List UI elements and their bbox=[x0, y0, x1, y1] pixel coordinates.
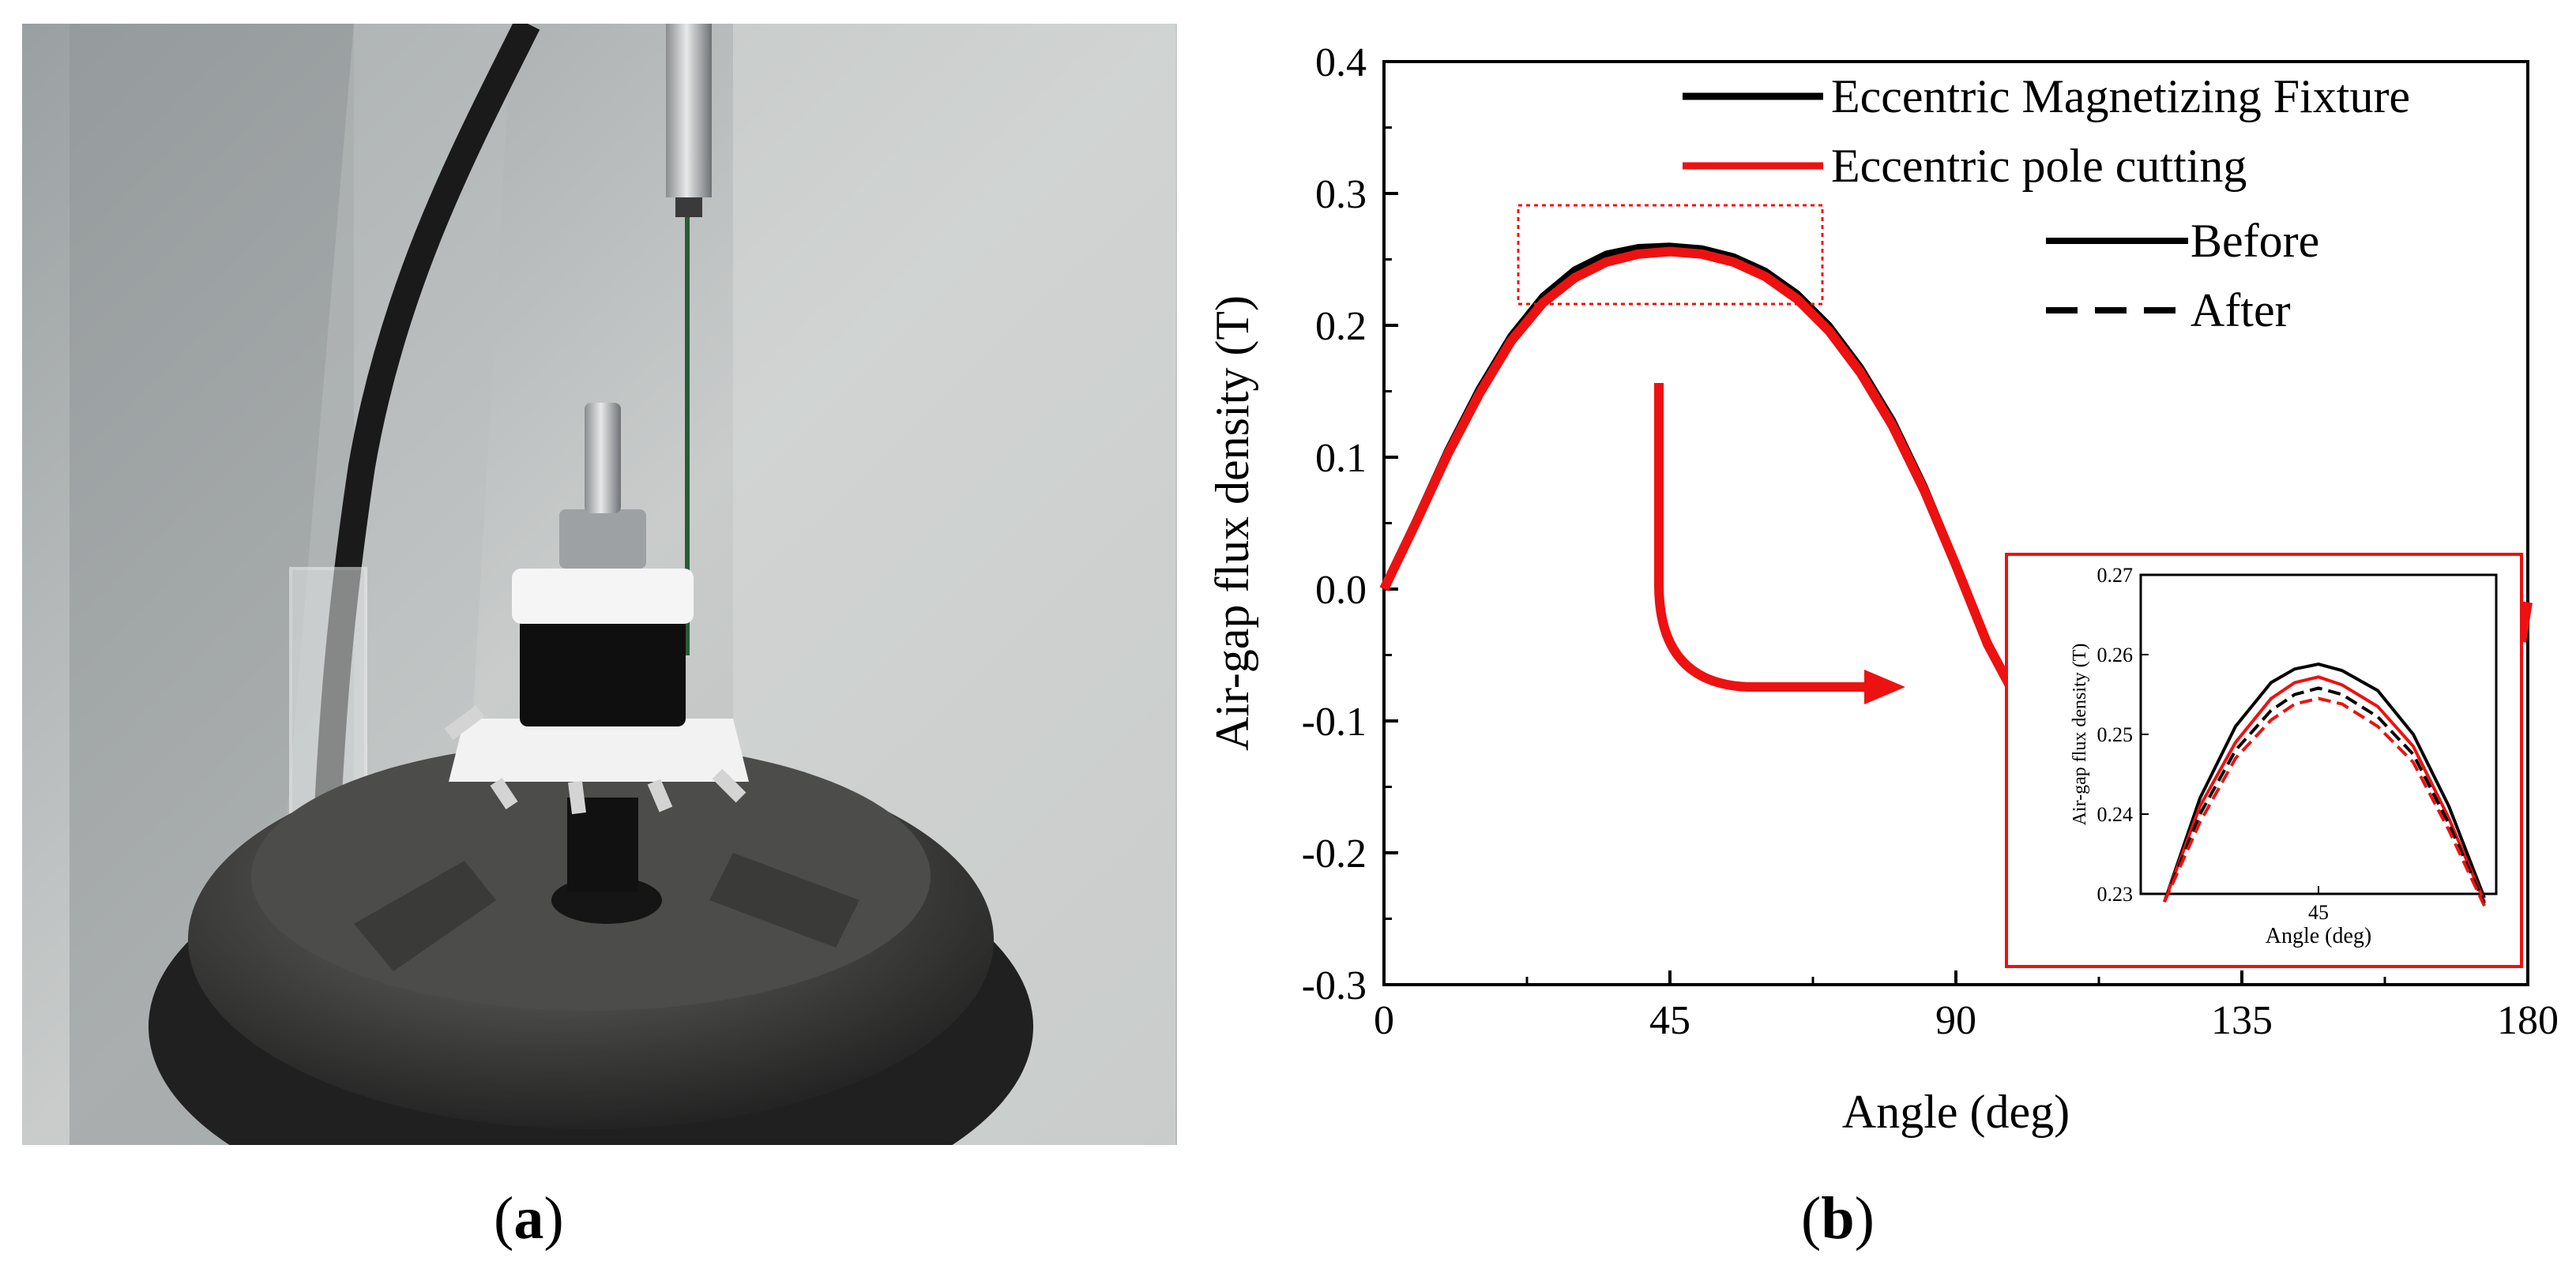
y-tick-label: -0.2 bbox=[1302, 831, 1367, 876]
x-tick-label: 180 bbox=[2497, 998, 2559, 1043]
test-rig-photo bbox=[22, 24, 1177, 1145]
x-tick-label: 90 bbox=[1935, 998, 1976, 1043]
x-tick-label: 135 bbox=[2211, 998, 2273, 1043]
inset-x-tick-label: 45 bbox=[2308, 901, 2329, 924]
inset-series-line bbox=[2163, 663, 2486, 903]
inset-y-tick-label: 0.26 bbox=[2097, 644, 2134, 666]
y-tick-label: 0.2 bbox=[1315, 304, 1367, 349]
zoom-arrow bbox=[1654, 383, 1864, 692]
series-line bbox=[1380, 242, 2023, 704]
inset-y-axis-label: Air-gap flux density (T) bbox=[2070, 644, 2090, 826]
legend: Eccentric Magnetizing Fixture Eccentric p… bbox=[1683, 70, 2410, 336]
legend-style-label: After bbox=[2191, 284, 2291, 336]
panel-a-caption: (a) bbox=[494, 1185, 564, 1252]
legend-style-label: Before bbox=[2191, 215, 2319, 267]
x-axis-label: Angle (deg) bbox=[1842, 1086, 2070, 1138]
inset-x-axis-label: Angle (deg) bbox=[2266, 924, 2372, 948]
y-tick-label: 0.4 bbox=[1315, 40, 1367, 85]
zoom-arrow-head bbox=[1864, 670, 1905, 704]
inset-series-line bbox=[2163, 686, 2486, 904]
y-tick-label: 0.3 bbox=[1315, 172, 1367, 217]
panel-b-label: b bbox=[1821, 1185, 1855, 1252]
inset-series-line bbox=[2163, 675, 2486, 903]
inset-y-tick-label: 0.25 bbox=[2097, 723, 2134, 746]
y-axis-label: Air-gap flux density (T) bbox=[1206, 295, 1258, 751]
inset-series-line bbox=[2163, 696, 2486, 907]
inset-y-tick-label: 0.27 bbox=[2097, 564, 2134, 587]
legend-label: Eccentric pole cutting bbox=[1831, 140, 2247, 192]
y-tick-label: -0.1 bbox=[1302, 700, 1367, 745]
panel-a-label: a bbox=[513, 1185, 544, 1252]
series-line bbox=[1379, 246, 2024, 707]
x-tick-label: 0 bbox=[1374, 998, 1394, 1043]
flux-density-chart: 0.4 0.3 0.2 0.1 0.0 -0.1 -0.2 -0.30 45 90 135 180 An… bbox=[1206, 40, 2559, 1138]
inset-y-tick-label: 0.24 bbox=[2097, 803, 2134, 826]
y-tick-label: -0.3 bbox=[1302, 963, 1367, 1008]
y-tick-label: 0.0 bbox=[1315, 568, 1367, 613]
zoom-region-box bbox=[1517, 204, 1824, 306]
main-axes: 0.4 0.3 0.2 0.1 0.0 -0.1 -0.2 -0.30 45 90 135 180 An… bbox=[1206, 40, 2559, 1138]
legend-label: Eccentric Magnetizing Fixture bbox=[1831, 70, 2410, 122]
inset-y-tick-label: 0.23 bbox=[2097, 883, 2134, 906]
panel-b-caption: (b) bbox=[1801, 1185, 1875, 1252]
x-tick-label: 45 bbox=[1649, 998, 1690, 1043]
y-tick-label: 0.1 bbox=[1315, 436, 1367, 481]
inset-frame bbox=[2005, 553, 2523, 968]
